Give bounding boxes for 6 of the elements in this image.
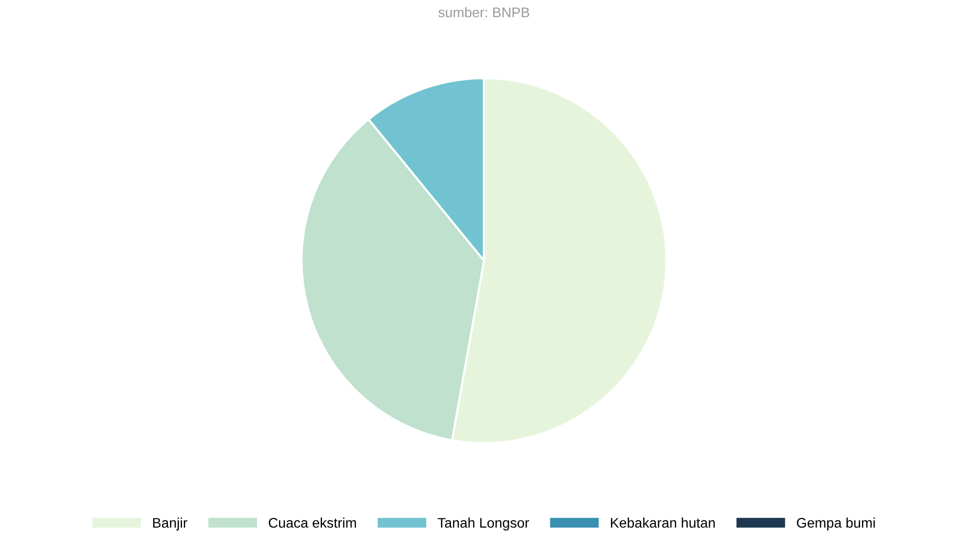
legend-label: Kebakaran hutan — [610, 518, 715, 528]
legend-label: Banjir — [153, 518, 188, 530]
legend-label: Cuaca ekstrim — [268, 518, 356, 528]
chart-subtitle: sumber: BNPB — [438, 7, 530, 18]
legend-label: Gempa bumi — [796, 518, 875, 530]
legend-label: Tanah Longsor — [438, 518, 530, 530]
